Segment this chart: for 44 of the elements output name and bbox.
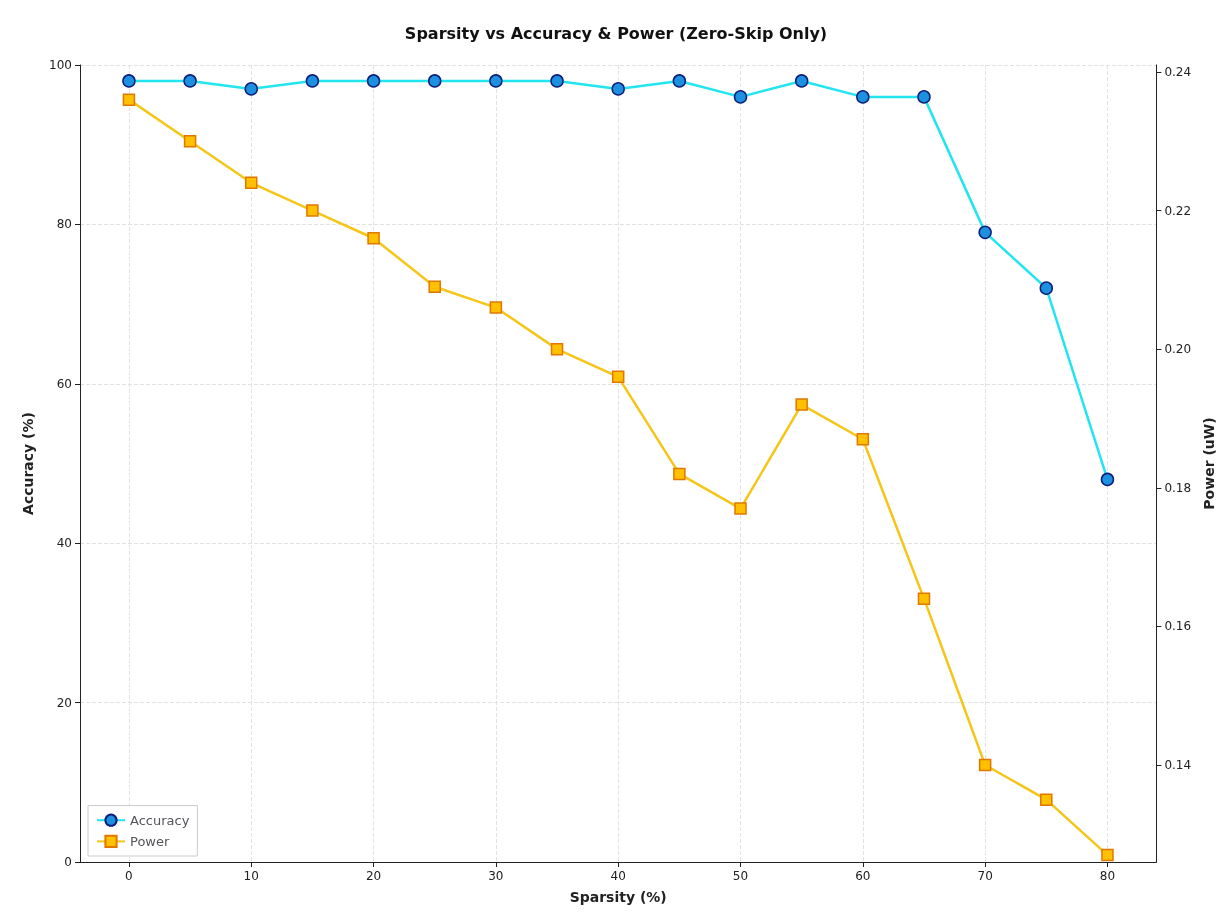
point [122,93,136,106]
point [244,176,258,190]
point [673,467,686,481]
x-tick-label: 60 [855,869,871,883]
point [1101,848,1114,862]
y2-tick-label: 0.18 [1164,480,1192,495]
x-axis-title: Sparsity (%) [569,889,667,905]
y-tick-label: 20 [56,695,72,710]
y-tick-label: 80 [56,217,72,232]
y-tick-label: 60 [56,376,72,391]
point [1040,793,1053,806]
y-tick-label: 0 [64,855,72,869]
x-tick-label: 40 [610,869,626,883]
y-tick-label: 100 [49,58,72,72]
point [734,502,747,515]
point [550,342,564,356]
point [306,204,319,217]
x-tick-label: 10 [243,869,259,883]
x-tick-label: 50 [732,869,749,883]
point [856,432,870,446]
point [489,301,503,314]
y2-tick-label: 0.16 [1164,619,1192,634]
legend-label: Power [130,833,170,849]
point [367,232,380,245]
x-tick-label: 30 [488,869,504,883]
y2-tick-label: 0.14 [1164,757,1192,772]
point [183,134,197,148]
y-axis-title: Accuracy (%) [20,412,36,515]
y-tick-label: 40 [56,536,72,551]
legend-label: Accuracy [130,812,190,828]
chart-title: Sparsity vs Accuracy & Power (Zero-Skip Only) [404,23,828,43]
point [917,592,931,605]
point [611,370,625,384]
point [428,280,441,294]
x-tick-label: 0 [125,869,133,883]
x-tick-label: 80 [1099,869,1116,883]
x-tick-label: 70 [977,869,993,883]
point [795,398,808,411]
y2-axis-title: Power (uW) [1201,417,1217,510]
point [978,758,992,772]
y2-tick-label: 0.20 [1164,342,1192,357]
y2-tick-label: 0.22 [1164,203,1192,218]
x-tick-label: 20 [365,869,382,883]
y2-tick-label: 0.24 [1164,64,1192,79]
